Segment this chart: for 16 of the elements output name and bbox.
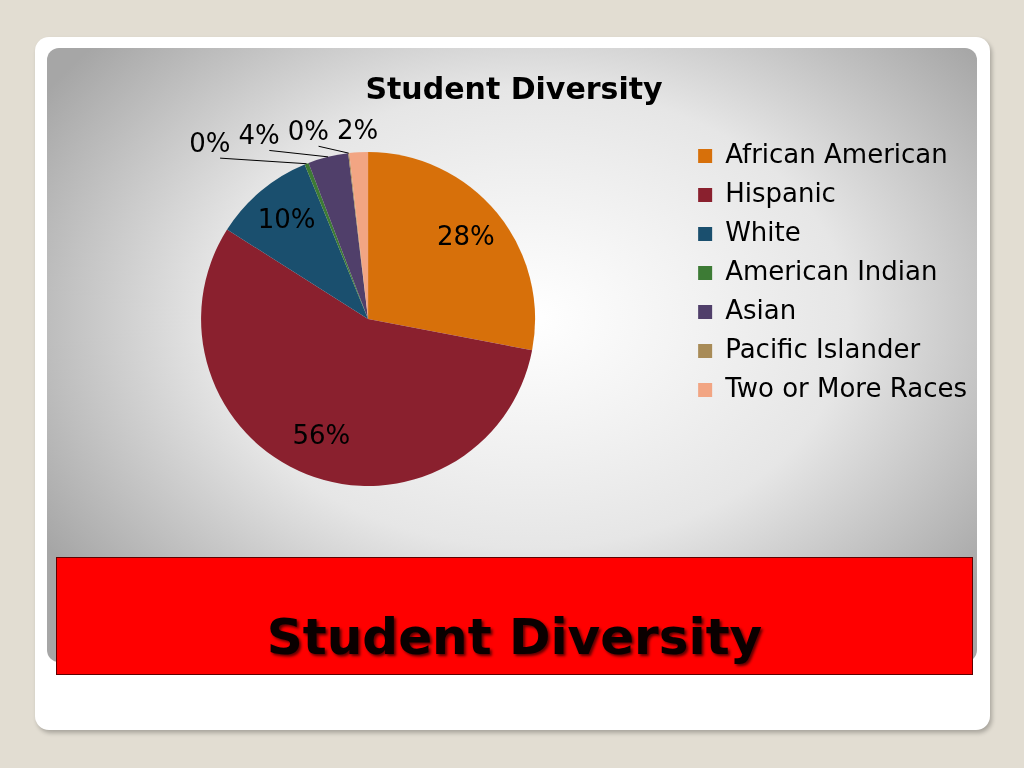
data-label: 56% <box>292 419 351 450</box>
legend-label: American Indian <box>725 255 938 286</box>
chart-title: Student Diversity <box>365 70 664 106</box>
legend-label: Hispanic <box>725 177 836 208</box>
legend-label: Pacific Islander <box>725 333 921 364</box>
data-label: 10% <box>257 204 316 235</box>
data-label: 0% <box>287 116 329 147</box>
legend-label: White <box>725 216 801 247</box>
legend-label: Asian <box>725 294 797 325</box>
data-label: 2% <box>336 115 379 146</box>
legend-label: Two or More Races <box>724 372 967 403</box>
data-label: 0% <box>189 127 231 158</box>
text: Student Diversity <box>266 608 763 666</box>
legend-label: African American <box>725 138 948 169</box>
data-label: 28% <box>436 220 495 251</box>
data-label: 4% <box>238 120 280 151</box>
